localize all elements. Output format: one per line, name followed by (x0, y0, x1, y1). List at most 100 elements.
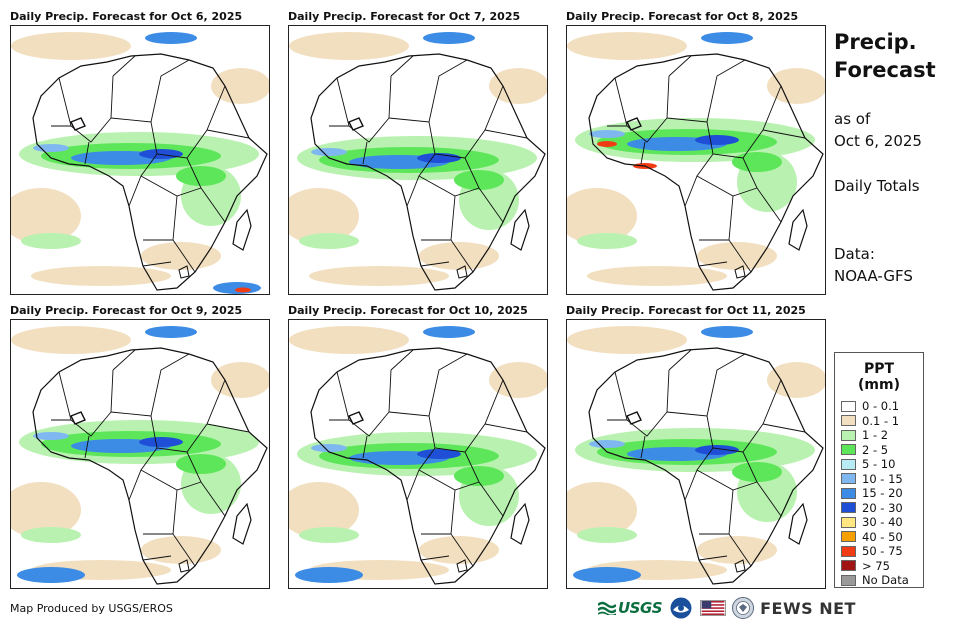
legend-item: > 75 (841, 559, 917, 574)
rain-band-heavy (589, 130, 625, 138)
legend-swatch (841, 560, 856, 572)
africa-coastline (588, 347, 824, 585)
legend-item: 20 - 30 (841, 501, 917, 516)
lesotho-outline (734, 559, 746, 573)
rain-band-light (577, 527, 637, 543)
lake-outline (348, 117, 364, 131)
dry-area (31, 266, 171, 286)
country-border (362, 435, 368, 459)
africa-map-day-2 (289, 26, 547, 294)
legend-label: 30 - 40 (862, 515, 903, 530)
country-border (112, 349, 136, 371)
dry-area (141, 242, 221, 270)
legend-swatch (841, 545, 856, 557)
country-border (666, 353, 746, 417)
country-border (668, 349, 692, 371)
lake-outline (70, 411, 86, 425)
africa-coastline (32, 347, 268, 585)
madagascar-outline (788, 208, 808, 251)
rain-band-heavy (311, 148, 347, 156)
legend-swatch (841, 487, 856, 499)
legend-item: 15 - 20 (841, 486, 917, 501)
legend-swatch (841, 429, 856, 441)
dry-area (11, 326, 131, 354)
dry-area (309, 266, 449, 286)
fews-net-logo: FEWS NET (760, 598, 856, 618)
country-border (206, 129, 250, 139)
legend-title: PPT (mm) (858, 361, 900, 393)
forecast-panel-1: Daily Precip. Forecast for Oct 6, 2025 (10, 10, 270, 295)
dry-area (289, 32, 409, 60)
legend-label: 2 - 5 (862, 442, 889, 457)
panel-title: Daily Precip. Forecast for Oct 6, 2025 (10, 10, 243, 23)
precip-map (288, 25, 548, 295)
country-border (614, 369, 670, 437)
precip-map (10, 25, 270, 295)
lesotho-outline (734, 265, 746, 279)
country-border (388, 59, 468, 123)
dry-area (11, 188, 81, 244)
rain-band-heavy (33, 144, 69, 152)
usgs-wave-icon (598, 601, 616, 615)
country-border (390, 349, 414, 371)
forecast-panel-6: Daily Precip. Forecast for Oct 11, 2025 (566, 304, 826, 589)
rain-band-medium (732, 152, 782, 172)
rain-band-medium (454, 466, 504, 486)
country-border (110, 59, 190, 123)
legend-item: 30 - 40 (841, 515, 917, 530)
africa-coastline (310, 347, 546, 585)
rain-band-light (577, 233, 637, 249)
dry-area (489, 68, 547, 104)
panel-title: Daily Precip. Forecast for Oct 7, 2025 (288, 10, 521, 23)
rain-band-light (21, 233, 81, 249)
precip-map (566, 25, 826, 295)
rain-band-medium (176, 454, 226, 474)
dry-area (211, 362, 269, 398)
legend-label: No Data (862, 573, 909, 588)
data-source: NOAA-GFS (834, 267, 913, 285)
rain-band-heavy (589, 440, 625, 448)
africa-map-day-6 (567, 320, 825, 588)
legend-item: No Data (841, 573, 917, 588)
dry-area (567, 326, 687, 354)
country-border (484, 129, 528, 139)
country-border (420, 555, 450, 561)
us-flag-icon (700, 600, 727, 616)
rain-band-heavy (145, 326, 197, 338)
africa-coastline (310, 53, 546, 291)
madagascar-outline (232, 502, 252, 545)
dry-area (567, 32, 687, 60)
rain-band-heavy (139, 149, 183, 159)
storm-cell (213, 282, 261, 294)
country-border (698, 261, 728, 267)
legend-label: 1 - 2 (862, 428, 889, 443)
legend-swatch (841, 415, 856, 427)
country-border (640, 141, 646, 165)
lake-outline (626, 117, 642, 131)
lesotho-outline (178, 559, 190, 573)
precip-map (10, 319, 270, 589)
map-credit: Map Produced by USGS/EROS (10, 602, 173, 615)
precip-map (288, 319, 548, 589)
dry-area (211, 68, 269, 104)
lake-outline (70, 117, 86, 131)
dry-area (697, 536, 777, 564)
storm-cell (597, 141, 617, 147)
legend-item: 0.1 - 1 (841, 414, 917, 429)
country-border (110, 353, 190, 417)
country-border (698, 555, 728, 561)
country-border (112, 55, 136, 77)
africa-map-day-1 (11, 26, 269, 294)
africa-coastline (588, 53, 824, 291)
lesotho-outline (456, 559, 468, 573)
legend-label: 0.1 - 1 (862, 413, 900, 428)
rain-band-light (299, 527, 359, 543)
country-border (142, 555, 172, 561)
rain-band-light (21, 527, 81, 543)
dry-area (567, 482, 637, 538)
rain-band-heavy (139, 437, 183, 447)
country-border (58, 75, 114, 143)
legend-label: > 75 (862, 558, 890, 573)
country-border (640, 435, 646, 459)
legend-label: 40 - 50 (862, 529, 903, 544)
